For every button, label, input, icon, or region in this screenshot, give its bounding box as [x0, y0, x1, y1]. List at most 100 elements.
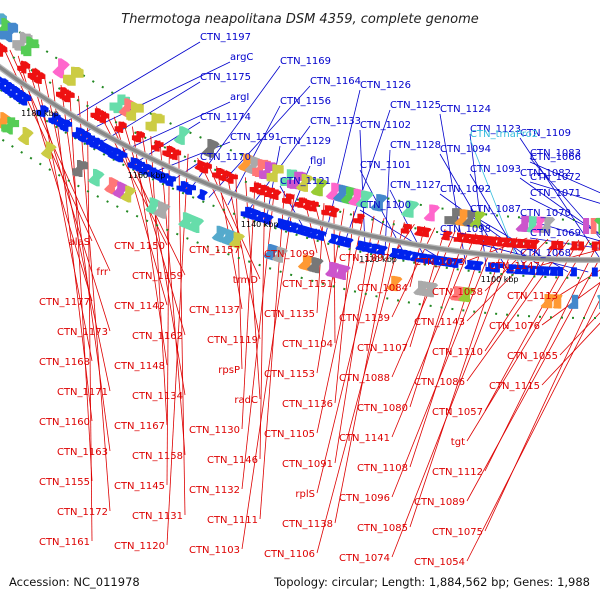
forward-gene [368, 243, 380, 254]
reverse-gene [308, 201, 320, 212]
forward-label-ctn-1092: CTN_1092 [440, 184, 491, 195]
reverse-connector-ctn-1163 [60, 84, 111, 452]
reverse-connector-ctn-1158 [159, 140, 186, 456]
cog-category-block [109, 94, 130, 114]
forward-label-flgi: flgI [310, 156, 326, 167]
reverse-connector-ctn-1167 [150, 136, 168, 426]
cog-category-block [454, 209, 473, 227]
reverse-label-ctn-1096: CTN_1096 [339, 493, 390, 504]
forward-label-ctn-1109: CTN_1109 [520, 128, 571, 139]
reverse-gene [472, 235, 486, 245]
reverse-label-rpsp: rpsP [218, 365, 240, 376]
reverse-label-ctn-1120: CTN_1120 [114, 541, 165, 552]
forward-gene [341, 237, 354, 248]
cog-category-block [52, 58, 70, 79]
reverse-label-trmd: trmD [233, 275, 259, 286]
cog-category-block [211, 225, 229, 243]
reverse-label-ctn-1143: CTN_1143 [414, 317, 465, 328]
reverse-label-ctn-1104: CTN_1104 [282, 339, 333, 350]
forward-gene [36, 105, 49, 118]
cog-category-block [355, 190, 374, 209]
reverse-label-ctn-1172: CTN_1172 [57, 507, 108, 518]
reverse-gene [453, 232, 466, 243]
reverse-label-ctn-1113: CTN_1113 [507, 291, 558, 302]
reverse-connector-ctn-1162 [122, 121, 186, 336]
forward-gene [152, 169, 165, 182]
forward-gene [280, 220, 293, 231]
reverse-label-ctn-1107: CTN_1107 [357, 343, 408, 354]
reverse-gene [56, 87, 69, 99]
reverse-label-radc: radC [234, 395, 258, 406]
reverse-label-frr: frr [96, 267, 108, 278]
forward-gene [7, 86, 21, 98]
reverse-label-ctn-1145: CTN_1145 [114, 481, 165, 492]
forward-gene [484, 262, 497, 272]
reverse-label-ctn-1153: CTN_1153 [264, 369, 315, 380]
reverse-label-ctn-1112: CTN_1112 [432, 467, 483, 478]
reverse-label-ctn-1141: CTN_1141 [339, 433, 390, 444]
forward-connector-ctn-1100 [359, 209, 446, 262]
kbp-tick-1180-kbp: 1180 kbp [21, 109, 59, 118]
reverse-gene [400, 223, 412, 234]
forward-gene [127, 157, 140, 169]
reverse-label-ctn-1054: CTN_1054 [414, 557, 465, 568]
reverse-gene [17, 60, 31, 74]
reverse-connector-ctn-1130 [241, 180, 256, 430]
forward-gene [59, 120, 73, 132]
forward-label-ctn-1170: CTN_1170 [200, 152, 251, 163]
forward-label-ctn-1175: CTN_1175 [200, 72, 251, 83]
cog-category-block [104, 177, 121, 195]
forward-label-ctn-1126: CTN_1126 [360, 80, 411, 91]
reverse-label-alas: alaS [69, 237, 90, 248]
cog-category-block [228, 232, 245, 249]
forward-label-ctn-1133: CTN_1133 [310, 116, 361, 127]
forward-gene [183, 183, 196, 195]
forward-label-ctn-1197: CTN_1197 [200, 32, 251, 43]
forward-gene [355, 240, 368, 251]
reverse-label-ctn-1080: CTN_1080 [357, 403, 408, 414]
cog-category-block [125, 102, 144, 121]
forward-label-ctn-1094: CTN_1094 [440, 144, 491, 155]
forward-gene [409, 251, 421, 262]
forward-gene [146, 166, 159, 179]
forward-gene [307, 228, 320, 239]
reverse-label-ctn-1158: CTN_1158 [132, 451, 183, 462]
reverse-connector-ctn-1141 [391, 233, 477, 438]
reverse-connector-ctn-1103 [241, 194, 295, 550]
cog-category-block [423, 204, 440, 222]
reverse-gene [96, 111, 110, 124]
reverse-connector-ctn-1054 [466, 298, 600, 562]
reverse-label-ctn-1132: CTN_1132 [189, 485, 240, 496]
forward-label-ctn-1191: CTN_1191 [230, 132, 281, 143]
forward-connector-ctn-1083 [529, 157, 600, 239]
reverse-label-ctn-1076: CTN_1076 [489, 321, 540, 332]
reverse-connector-ctn-1057 [484, 239, 580, 412]
reverse-connector-ctn-1132 [241, 187, 275, 490]
forward-label-ctn-1101: CTN_1101 [360, 160, 411, 171]
cog-category-block [63, 66, 84, 86]
forward-gene [451, 258, 463, 268]
forward-label-ctn-1087: CTN_1087 [470, 204, 521, 215]
kbp-tick-1100-kbp: 1100 kbp [481, 275, 519, 284]
reverse-gene [114, 121, 127, 133]
gene-labels: 1180 kbp 1160 kbp 1140 kbp 1120 kbp 1100 kbp… [21, 32, 581, 568]
reverse-label-ctn-1151: CTN_1151 [282, 279, 333, 290]
cog-category-block [87, 168, 105, 187]
forward-gene [429, 255, 443, 266]
forward-label-ctn-1121: CTN_1121 [280, 176, 331, 187]
reverse-label-ctn-1089: CTN_1089 [414, 497, 465, 508]
forward-gene [294, 224, 308, 236]
forward-gene [422, 254, 435, 264]
reverse-gene [482, 235, 494, 246]
reverse-gene [162, 146, 176, 157]
reverse-gene [414, 226, 426, 237]
reverse-gene [353, 213, 366, 224]
cog-category-block [186, 215, 205, 233]
cog-category-block [112, 181, 130, 199]
reverse-label-ctn-1103: CTN_1103 [189, 545, 240, 556]
cog-category-block [348, 188, 366, 207]
forward-connector-ctn-1072 [529, 181, 600, 204]
forward-gene [114, 150, 128, 163]
reverse-gene [33, 72, 46, 84]
